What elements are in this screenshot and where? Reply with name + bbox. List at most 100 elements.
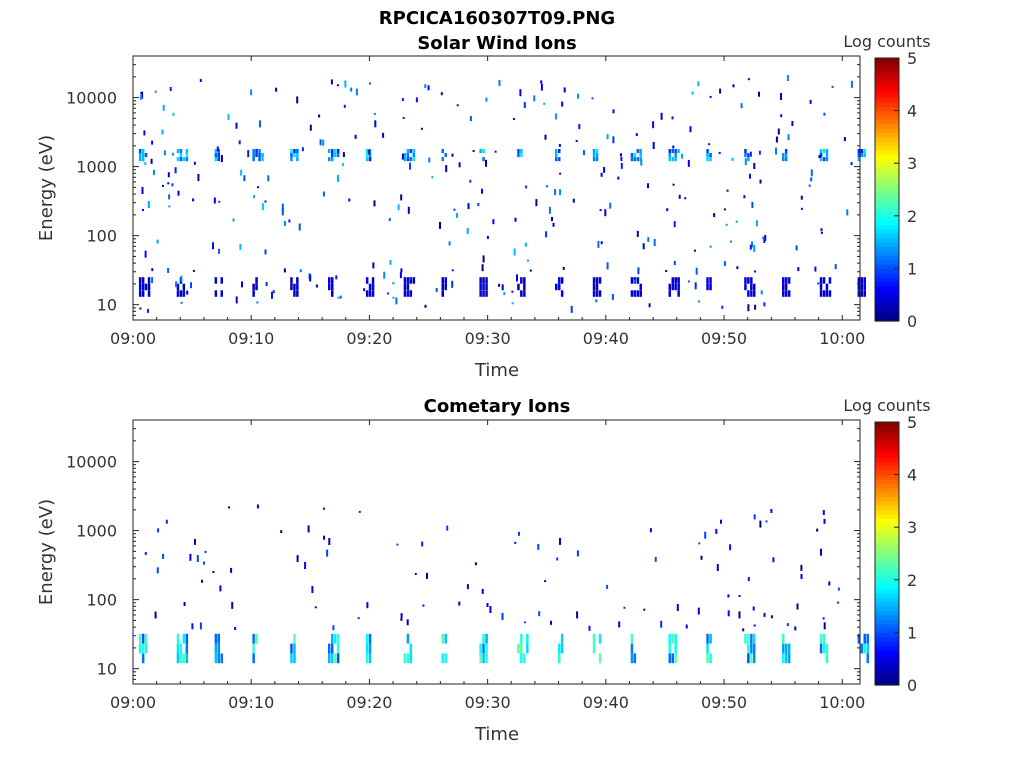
scatter-cell bbox=[368, 149, 371, 155]
scatter-cell bbox=[458, 601, 461, 606]
scatter-cell bbox=[537, 543, 540, 550]
scatter-cell bbox=[673, 261, 676, 265]
band-cell bbox=[706, 653, 709, 664]
band-cell bbox=[750, 277, 753, 284]
colorbar-segment bbox=[875, 101, 899, 107]
scatter-cell bbox=[758, 150, 761, 155]
band-cell bbox=[328, 653, 331, 664]
band-cell bbox=[144, 153, 148, 158]
band-cell bbox=[252, 653, 255, 664]
band-cell bbox=[258, 153, 261, 158]
scatter-cell bbox=[611, 294, 614, 300]
scatter-cell bbox=[374, 120, 377, 128]
colorbar-segment bbox=[875, 452, 899, 458]
scatter-cell bbox=[366, 602, 369, 609]
band-cell bbox=[668, 290, 671, 297]
scatter-cell bbox=[212, 571, 215, 573]
band-cell bbox=[819, 157, 823, 162]
colorbar-segment bbox=[875, 557, 899, 563]
scatter-cell bbox=[576, 611, 579, 619]
scatter-cell bbox=[280, 530, 283, 534]
colorbar-segment bbox=[875, 299, 899, 305]
band-cell bbox=[782, 277, 785, 284]
scatter-cell bbox=[796, 603, 799, 610]
band-cell bbox=[630, 153, 634, 158]
scatter-cell bbox=[382, 132, 385, 138]
band-cell bbox=[671, 283, 674, 291]
band-cell bbox=[179, 157, 183, 162]
band-cell bbox=[782, 283, 785, 291]
scatter-cell bbox=[822, 510, 825, 515]
scatter-cell bbox=[400, 617, 403, 621]
scatter-cell bbox=[344, 80, 347, 88]
scatter-cell bbox=[514, 541, 517, 544]
band-cell bbox=[630, 643, 634, 654]
scatter-cell bbox=[373, 112, 376, 115]
scatter-cell bbox=[299, 269, 302, 273]
colorbar-segment bbox=[875, 465, 899, 471]
scatter-cell bbox=[823, 518, 826, 524]
band-cell bbox=[293, 653, 296, 664]
band-cell bbox=[639, 283, 642, 291]
scatter-cell bbox=[747, 78, 750, 81]
scatter-cell bbox=[161, 129, 164, 135]
band-cell bbox=[677, 283, 680, 291]
scatter-cell bbox=[749, 173, 751, 179]
scatter-cell bbox=[732, 84, 735, 88]
scatter-cell bbox=[392, 296, 395, 299]
scatter-cell bbox=[264, 200, 267, 203]
colorbar-segment bbox=[875, 97, 899, 103]
colorbar-segment bbox=[875, 487, 899, 493]
colorbar-segment bbox=[875, 443, 899, 449]
band-cell bbox=[819, 290, 823, 297]
band-cell bbox=[255, 277, 258, 284]
colorbar-segment bbox=[875, 610, 899, 616]
band-cell bbox=[141, 643, 145, 654]
band-cell bbox=[668, 157, 671, 162]
spectrogram-solar-wind bbox=[138, 75, 866, 313]
band-cell bbox=[674, 149, 677, 154]
band-cell bbox=[787, 290, 791, 297]
colorbar-segment bbox=[875, 522, 899, 528]
scatter-cell bbox=[617, 176, 620, 180]
band-cell bbox=[750, 653, 753, 664]
scatter-cell bbox=[323, 507, 325, 510]
scatter-cell bbox=[407, 206, 410, 214]
scatter-cell bbox=[700, 555, 703, 560]
colorbar-segment bbox=[875, 132, 899, 138]
band-cell bbox=[296, 283, 299, 291]
scatter-cell bbox=[424, 304, 427, 308]
band-cell bbox=[825, 157, 829, 162]
band-cell bbox=[336, 153, 340, 158]
colorbar-segment bbox=[875, 606, 899, 612]
scatter-cell bbox=[777, 128, 780, 135]
colorbar-segment bbox=[875, 281, 899, 287]
scatter-cell bbox=[196, 555, 199, 562]
scatter-cell bbox=[298, 223, 301, 231]
scatter-cell bbox=[544, 580, 547, 583]
band-cell bbox=[753, 653, 756, 664]
band-cell bbox=[822, 149, 826, 154]
scatter-cell bbox=[817, 282, 820, 285]
colorbar-segment bbox=[875, 544, 899, 550]
colorbar-segment bbox=[875, 303, 899, 309]
band-cell bbox=[406, 290, 410, 297]
scatter-cell bbox=[271, 291, 273, 299]
scatter-cell bbox=[676, 604, 679, 611]
scatter-cell bbox=[747, 577, 750, 582]
colorbar-segment bbox=[875, 540, 899, 546]
band-cell bbox=[636, 157, 640, 162]
scatter-cell bbox=[599, 209, 602, 212]
scatter-cell bbox=[167, 268, 170, 273]
band-cell bbox=[141, 157, 145, 162]
band-cell bbox=[857, 149, 861, 154]
band-cell bbox=[782, 290, 785, 297]
scatter-cell bbox=[267, 175, 270, 182]
scatter-cell bbox=[355, 88, 358, 96]
scatter-cell bbox=[456, 212, 458, 218]
scatter-cell bbox=[477, 203, 480, 206]
x-tick-label: 09:00 bbox=[110, 693, 156, 712]
scatter-cell bbox=[735, 220, 738, 223]
scatter-cell bbox=[719, 88, 722, 94]
colorbar-segment bbox=[875, 614, 899, 620]
